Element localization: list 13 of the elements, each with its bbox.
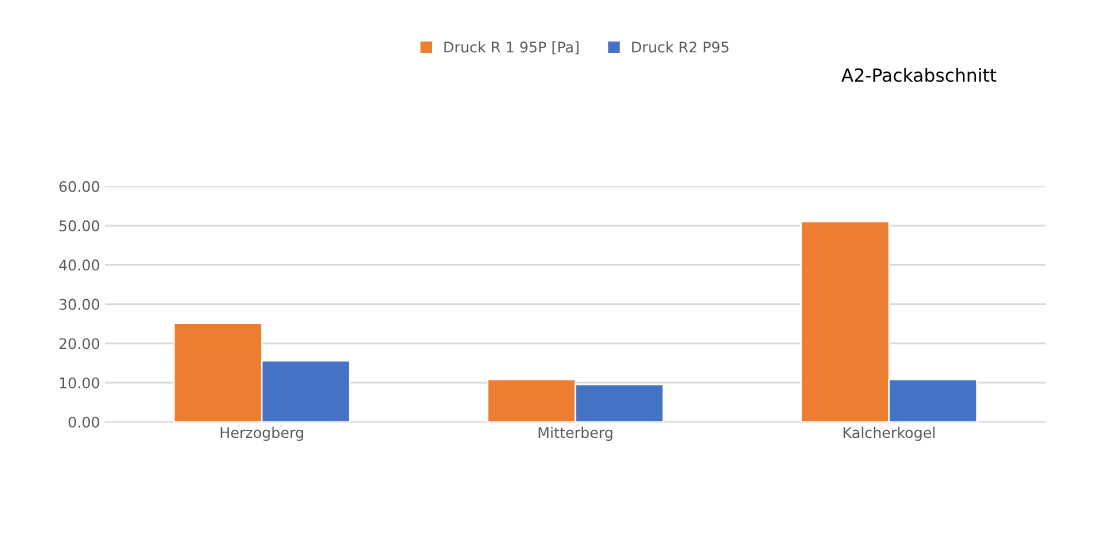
y-tick-label: 0.00 xyxy=(68,416,100,428)
y-tick-label: 40.00 xyxy=(59,259,100,271)
x-tick-label: Herzogberg xyxy=(220,426,303,441)
legend-label: Druck R2 P95 xyxy=(632,41,729,53)
x-tick-label: Mitterberg xyxy=(538,426,613,441)
legend-label: Druck R 1 95P [Pa] xyxy=(444,41,579,55)
y-tick-label: 50.00 xyxy=(59,220,100,232)
y-tick-label: 30.00 xyxy=(59,298,100,310)
y-tick-label: 60.00 xyxy=(59,181,100,193)
y-tick-label: 20.00 xyxy=(59,338,100,350)
x-tick-label: Kalcherkogel xyxy=(843,426,935,441)
chart-title: A2-Packabschnitt xyxy=(841,67,997,82)
y-tick-label: 10.00 xyxy=(60,377,100,389)
